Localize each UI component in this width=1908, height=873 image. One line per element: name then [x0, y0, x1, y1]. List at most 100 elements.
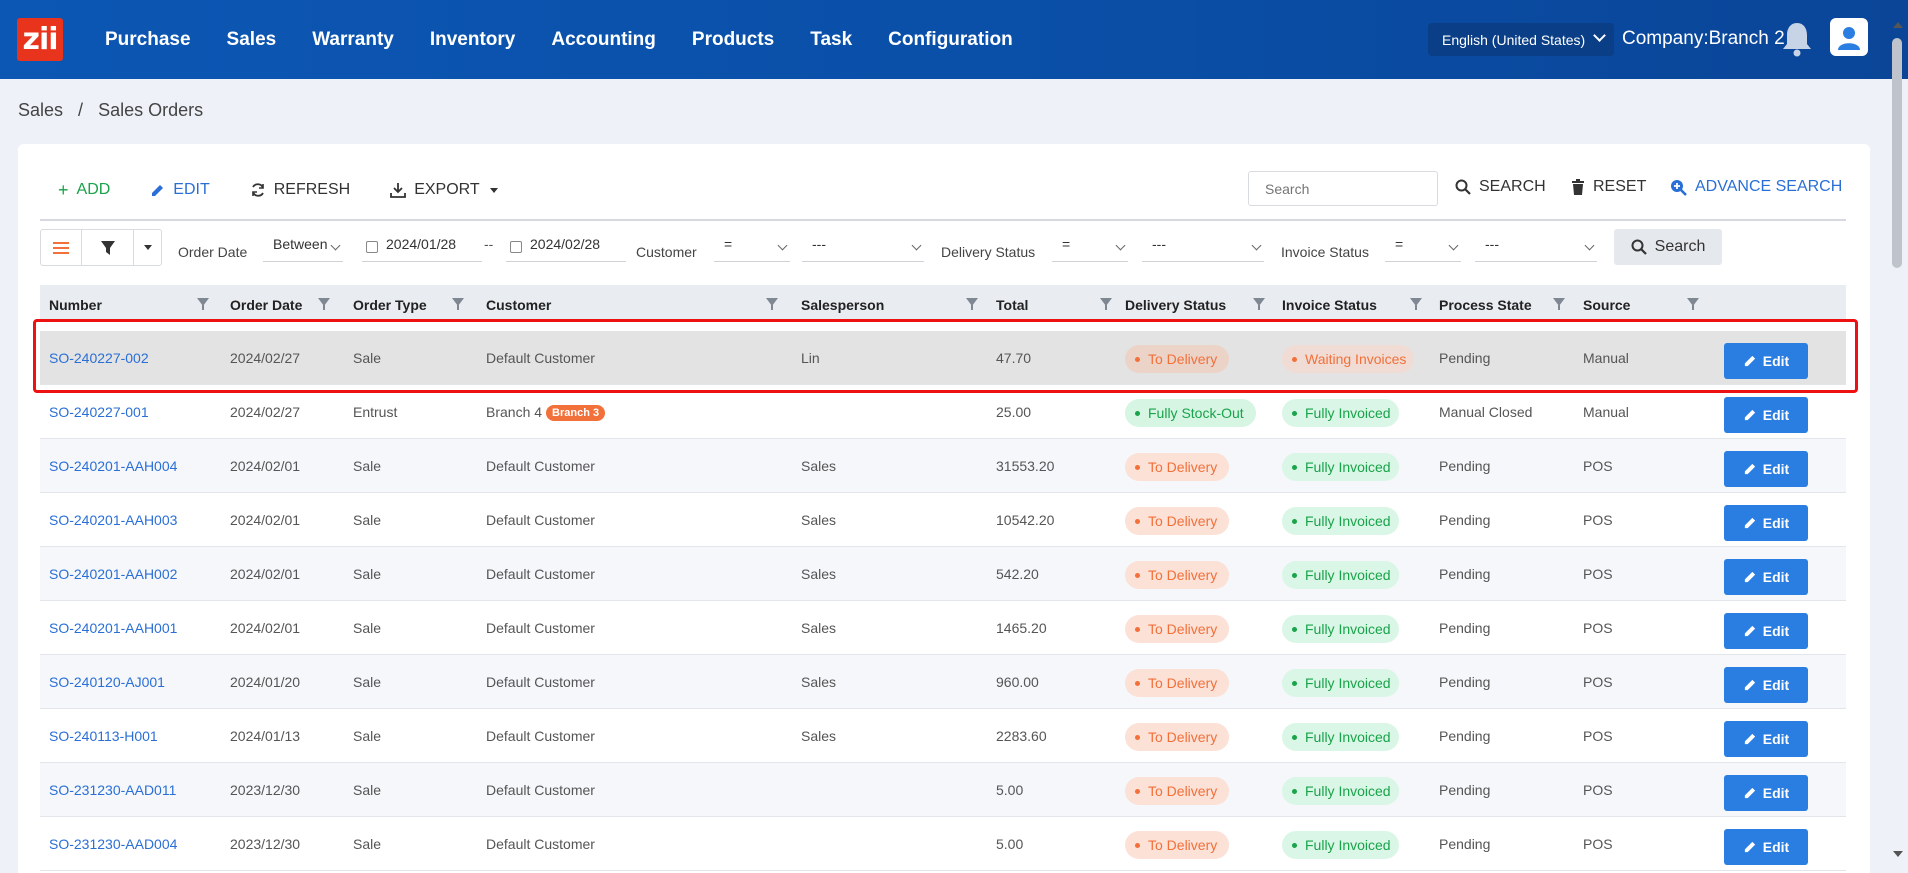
column-filter-icon[interactable] — [1687, 298, 1699, 310]
customer-value-select[interactable]: --- — [802, 236, 924, 262]
column-filter-icon[interactable] — [1410, 298, 1422, 310]
salesperson-cell: Sales — [801, 458, 837, 474]
column-filter-icon[interactable] — [766, 298, 778, 310]
table-row[interactable]: SO-231230-AAD004 2023/12/30 Sale Default Cu… — [40, 817, 1846, 871]
customer-operator-select[interactable]: = — [714, 236, 790, 262]
nav-item-accounting[interactable]: Accounting — [551, 28, 656, 50]
pencil-icon — [1744, 733, 1755, 745]
order-number-link[interactable]: SO-240227-001 — [49, 404, 149, 420]
order-number-link[interactable]: SO-240201-AAH004 — [49, 458, 178, 474]
filter-search-button[interactable]: Search — [1614, 229, 1722, 265]
column-header-invoice-status[interactable]: Invoice Status — [1282, 297, 1377, 313]
table-row[interactable]: SO-240201-AAH003 2024/02/01 Sale Default Cu… — [40, 493, 1846, 547]
edit-button[interactable]: EDIT — [150, 181, 210, 199]
column-header-salesperson[interactable]: Salesperson — [801, 297, 885, 313]
order-number-link[interactable]: SO-240201-AAH001 — [49, 620, 178, 636]
list-view-button[interactable] — [41, 230, 82, 265]
table-row[interactable]: SO-240201-AAH001 2024/02/01 Sale Default Cu… — [40, 601, 1846, 655]
nav-item-warranty[interactable]: Warranty — [312, 28, 394, 50]
company-label[interactable]: Company:Branch 2 — [1622, 28, 1785, 49]
row-edit-button[interactable]: Edit — [1724, 451, 1808, 487]
add-button[interactable]: + ADD — [58, 180, 110, 201]
reset-button[interactable]: RESET — [1571, 178, 1646, 196]
table-row[interactable]: SO-240201-AAH004 2024/02/01 Sale Default Cu… — [40, 439, 1846, 493]
bell-icon[interactable] — [1780, 20, 1814, 58]
search-input[interactable] — [1248, 171, 1438, 206]
chevron-down-icon — [330, 240, 341, 251]
refresh-button[interactable]: REFRESH — [250, 181, 350, 199]
row-edit-button[interactable]: Edit — [1724, 667, 1808, 703]
order-number-link[interactable]: SO-240113-H001 — [49, 728, 158, 744]
row-edit-button[interactable]: Edit — [1724, 505, 1808, 541]
column-header-number[interactable]: Number — [49, 297, 102, 313]
nav-item-products[interactable]: Products — [691, 28, 775, 50]
column-header-order-type[interactable]: Order Type — [353, 297, 427, 313]
column-filter-icon[interactable] — [1253, 298, 1265, 310]
order-number-link[interactable]: SO-231230-AAD011 — [49, 782, 177, 798]
nav-item-sales[interactable]: Sales — [226, 28, 277, 50]
customer-name: Default Customer — [486, 458, 595, 474]
column-header-customer[interactable]: Customer — [486, 297, 552, 313]
table-row[interactable]: SO-240113-H001 2024/01/13 Sale Default Cust… — [40, 709, 1846, 763]
date-to-input[interactable]: 2024/02/28 — [506, 236, 626, 262]
column-filter-icon[interactable] — [966, 298, 978, 310]
advance-search-button[interactable]: ADVANCE SEARCH — [1670, 178, 1842, 196]
order-date-cell: 2024/02/01 — [230, 458, 301, 474]
column-header-total[interactable]: Total — [996, 297, 1029, 313]
row-edit-button[interactable]: Edit — [1724, 343, 1808, 379]
column-header-process-state[interactable]: Process State — [1439, 297, 1532, 313]
search-button[interactable]: SEARCH — [1455, 178, 1546, 196]
row-edit-button[interactable]: Edit — [1724, 721, 1808, 757]
order-number-link[interactable]: SO-240201-AAH002 — [49, 566, 178, 582]
language-select[interactable]: English (United States) — [1428, 23, 1614, 56]
column-header-source[interactable]: Source — [1583, 297, 1631, 313]
order-number-link[interactable]: SO-240120-AJ001 — [49, 674, 165, 690]
nav-item-task[interactable]: Task — [810, 28, 853, 50]
row-edit-button[interactable]: Edit — [1724, 397, 1808, 433]
filter-dropdown-button[interactable] — [134, 230, 161, 265]
order-date-operator-select[interactable]: Between — [263, 236, 343, 262]
nav-item-inventory[interactable]: Inventory — [429, 28, 516, 50]
table-row[interactable]: SO-240201-AAH002 2024/02/01 Sale Default Cu… — [40, 547, 1846, 601]
column-filter-icon[interactable] — [1100, 298, 1112, 310]
column-header-delivery-status[interactable]: Delivery Status — [1125, 297, 1227, 313]
filter-toggle-button[interactable] — [82, 230, 134, 265]
user-avatar[interactable] — [1830, 18, 1868, 56]
nav-item-purchase[interactable]: Purchase — [105, 28, 191, 50]
scroll-down-arrow[interactable] — [1893, 851, 1903, 857]
caret-down-icon — [143, 245, 152, 250]
row-edit-button[interactable]: Edit — [1724, 775, 1808, 811]
delivery-operator-select[interactable]: = — [1052, 236, 1128, 262]
customer-cell: Default Customer — [486, 350, 595, 366]
delivery-value-select[interactable]: --- — [1142, 236, 1264, 262]
table-row[interactable]: SO-240120-AJ001 2024/01/20 Sale Default Cus… — [40, 655, 1846, 709]
row-edit-button[interactable]: Edit — [1724, 829, 1808, 865]
invoice-status-label: Invoice Status — [1281, 244, 1369, 260]
order-number-link[interactable]: SO-240201-AAH003 — [49, 512, 178, 528]
order-number-link[interactable]: SO-240227-002 — [49, 350, 149, 366]
breadcrumb-sales[interactable]: Sales — [18, 100, 64, 120]
row-edit-button[interactable]: Edit — [1724, 559, 1808, 595]
reset-label: RESET — [1593, 178, 1647, 195]
column-header-order-date[interactable]: Order Date — [230, 297, 303, 313]
date-from-input[interactable]: 2024/01/28 — [362, 236, 482, 262]
order-number-link[interactable]: SO-231230-AAD004 — [49, 836, 178, 852]
column-filter-icon[interactable] — [318, 298, 330, 310]
scroll-up-arrow[interactable] — [1893, 22, 1903, 28]
column-filter-icon[interactable] — [452, 298, 464, 310]
export-button[interactable]: EXPORT — [390, 181, 498, 199]
scrollbar-thumb[interactable] — [1892, 38, 1902, 268]
column-filter-icon[interactable] — [1553, 298, 1565, 310]
row-edit-button[interactable]: Edit — [1724, 613, 1808, 649]
nav-item-configuration[interactable]: Configuration — [888, 28, 1013, 50]
invoice-operator-select[interactable]: = — [1385, 236, 1461, 262]
column-filter-icon[interactable] — [197, 298, 209, 310]
invoice-value-select[interactable]: --- — [1475, 236, 1597, 262]
app-logo[interactable]: zii — [17, 18, 63, 61]
table-row[interactable]: SO-240227-002 2024/02/27 Sale Default Custo… — [40, 331, 1846, 385]
vertical-scrollbar[interactable] — [1890, 30, 1904, 873]
order-type-cell: Sale — [353, 836, 382, 852]
invoice-status-badge: Fully Invoiced — [1282, 615, 1399, 643]
table-row[interactable]: SO-240227-001 2024/02/27 Entrust Branch 4 Br… — [40, 385, 1846, 439]
table-row[interactable]: SO-231230-AAD011 2023/12/30 Sale Default Cu… — [40, 763, 1846, 817]
